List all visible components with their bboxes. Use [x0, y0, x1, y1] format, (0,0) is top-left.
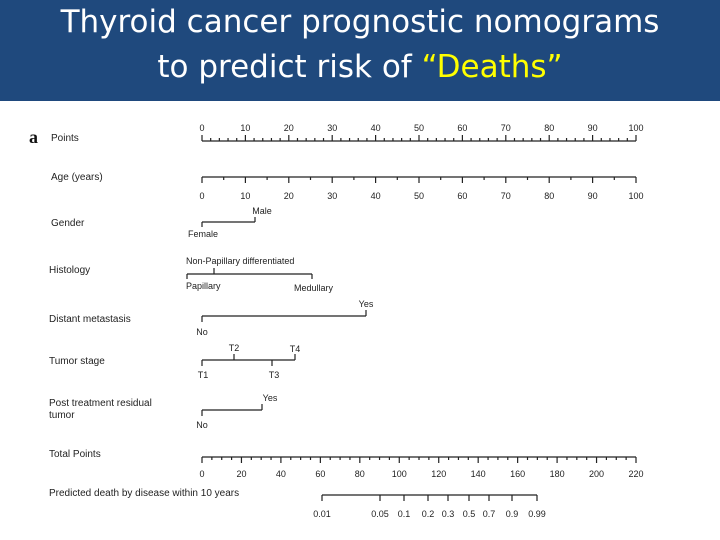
metastasis-yes-label: Yes [359, 299, 374, 309]
title-prefix: to predict risk of [157, 49, 422, 85]
total-points-tick-label: 160 [510, 469, 525, 479]
age-tick-label: 100 [628, 191, 643, 201]
histology-medullary-label: Medullary [294, 283, 334, 293]
points-tick-label: 20 [284, 123, 294, 133]
points-tick-label: 0 [199, 123, 204, 133]
metastasis-no-label: No [196, 327, 208, 337]
nomogram-figure: a Points Age (years) Gender Histology Di… [29, 123, 644, 519]
histology-label: Histology [49, 265, 90, 276]
points-tick-label: 100 [628, 123, 643, 133]
title-highlight: “Deaths” [421, 49, 563, 85]
predicted-death-tick-label: 0.2 [422, 509, 435, 519]
age-tick-label: 30 [327, 191, 337, 201]
distant-metastasis-label: Distant metastasis [49, 314, 131, 325]
age-tick-label: 40 [371, 191, 381, 201]
gender-male-label: Male [252, 206, 272, 216]
points-tick-label: 40 [371, 123, 381, 133]
age-tick-label: 70 [501, 191, 511, 201]
total-points-tick-label: 140 [471, 469, 486, 479]
predicted-death-tick-label: 0.7 [483, 509, 496, 519]
tumor-stage-t3-label: T3 [269, 370, 280, 380]
age-tick-label: 0 [199, 191, 204, 201]
points-tick-label: 30 [327, 123, 337, 133]
age-axis-ticks: 0 10 20 30 40 50 60 70 80 90 100 [199, 177, 644, 201]
predicted-death-tick-label: 0.9 [506, 509, 519, 519]
tumor-stage-t1-label: T1 [198, 370, 209, 380]
title-bar: Thyroid cancer prognostic nomograms to p… [0, 0, 720, 101]
total-points-tick-label: 220 [628, 469, 643, 479]
gender-female-label: Female [188, 229, 218, 239]
tumor-stage-t2-label: T2 [229, 343, 240, 353]
age-tick-label: 10 [240, 191, 250, 201]
age-tick-label: 60 [457, 191, 467, 201]
total-points-tick-label: 180 [550, 469, 565, 479]
residual-yes-label: Yes [263, 393, 278, 403]
histology-papillary-label: Papillary [186, 281, 221, 291]
predicted-death-axis-ticks: 0.01 0.05 0.1 0.2 0.3 0.5 0.7 0.9 0.99 [313, 495, 546, 519]
total-points-tick-label: 20 [236, 469, 246, 479]
slide-title-line-2: to predict risk of “Deaths” [0, 49, 720, 85]
gender-label: Gender [51, 218, 85, 229]
age-tick-label: 50 [414, 191, 424, 201]
points-tick-label: 90 [588, 123, 598, 133]
age-tick-label: 80 [544, 191, 554, 201]
residual-tumor-label-1: Post treatment residual [49, 398, 152, 409]
predicted-death-tick-label: 0.05 [371, 509, 389, 519]
predicted-death-label: Predicted death by disease within 10 yea… [49, 488, 239, 499]
total-points-tick-label: 200 [589, 469, 604, 479]
age-tick-label: 20 [284, 191, 294, 201]
tumor-stage-t4-label: T4 [290, 344, 301, 354]
total-points-tick-label: 0 [199, 469, 204, 479]
total-points-tick-label: 40 [276, 469, 286, 479]
histology-nonpapillary-label: Non-Papillary differentiated [186, 256, 294, 266]
total-points-tick-label: 100 [392, 469, 407, 479]
points-tick-label: 50 [414, 123, 424, 133]
predicted-death-tick-label: 0.3 [442, 509, 455, 519]
residual-no-label: No [196, 420, 208, 430]
total-points-tick-label: 120 [431, 469, 446, 479]
total-points-tick-label: 80 [355, 469, 365, 479]
points-tick-label: 60 [457, 123, 467, 133]
panel-label: a [29, 127, 38, 147]
age-label: Age (years) [51, 172, 103, 183]
points-tick-label: 80 [544, 123, 554, 133]
total-points-label: Total Points [49, 449, 101, 460]
slide-title-line-1: Thyroid cancer prognostic nomograms [60, 4, 660, 40]
points-label: Points [51, 133, 79, 144]
residual-tumor-label-2: tumor [49, 410, 75, 421]
total-points-axis-ticks: 0 20 40 60 80 100 120 140 160 180 200 220 [199, 457, 644, 479]
predicted-death-tick-label: 0.99 [528, 509, 546, 519]
total-points-tick-label: 60 [315, 469, 325, 479]
predicted-death-tick-label: 0.01 [313, 509, 331, 519]
tumor-stage-label: Tumor stage [49, 356, 105, 367]
predicted-death-tick-label: 0.1 [398, 509, 411, 519]
predicted-death-tick-label: 0.5 [463, 509, 476, 519]
points-tick-label: 10 [240, 123, 250, 133]
points-tick-label: 70 [501, 123, 511, 133]
age-tick-label: 90 [588, 191, 598, 201]
points-axis-ticks: 0 10 20 30 40 50 60 70 80 90 100 [199, 123, 644, 141]
